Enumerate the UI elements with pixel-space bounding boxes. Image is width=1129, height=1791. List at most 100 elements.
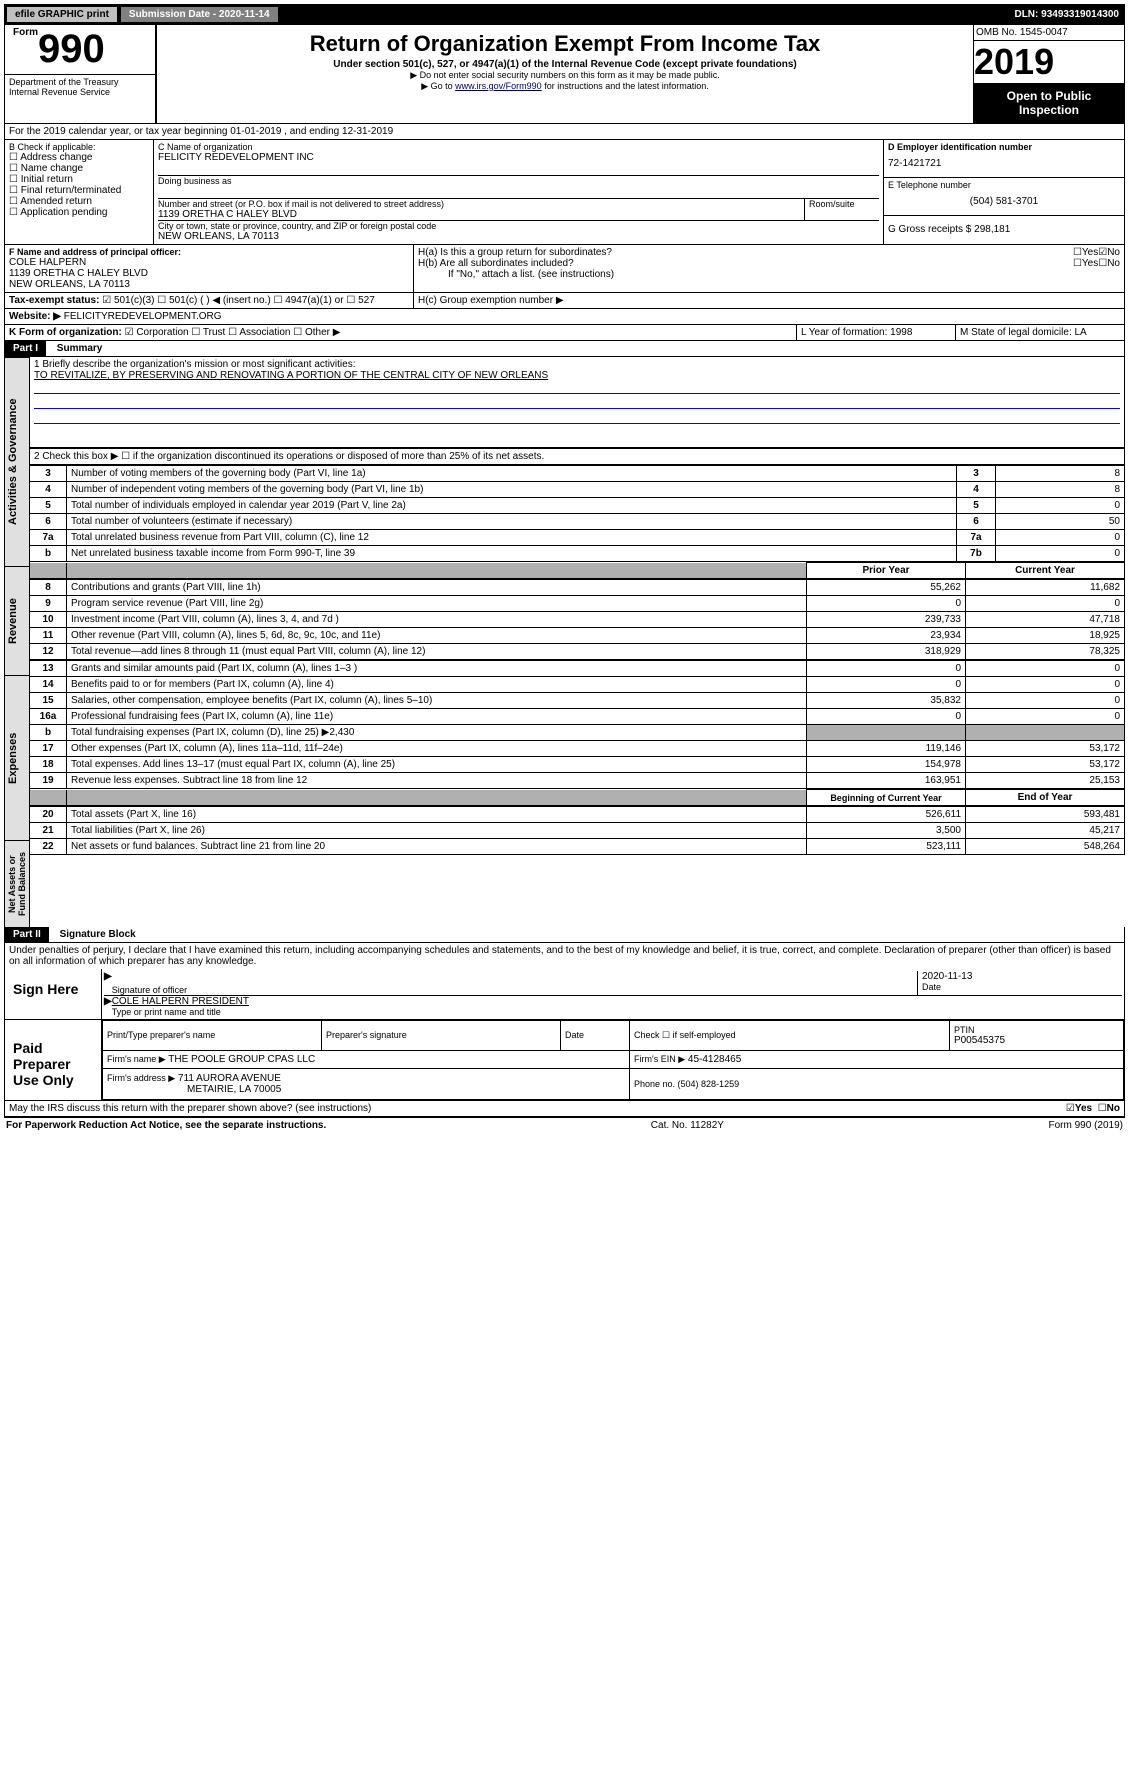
line1: 1 Briefly describe the organization's mi… bbox=[30, 357, 1125, 448]
dln: DLN: 93493319014300 bbox=[1014, 9, 1123, 20]
firm-phone: Phone no. (504) 828-1259 bbox=[630, 1069, 1124, 1100]
preparer-table: Print/Type preparer's name Preparer's si… bbox=[102, 1020, 1124, 1100]
section-ih: Tax-exempt status: ☑ 501(c)(3) ☐ 501(c) … bbox=[4, 293, 1125, 309]
i-o1: 501(c)(3) bbox=[114, 295, 155, 306]
b-opt-3-lbl: Final return/terminated bbox=[21, 185, 122, 196]
i-501c3[interactable]: ☑ 501(c)(3) bbox=[102, 295, 154, 306]
section-k: K Form of organization: ☑ Corporation ☐ … bbox=[5, 325, 797, 340]
k-lbl: K Form of organization: bbox=[9, 327, 122, 338]
yes-lbl: Yes bbox=[1082, 247, 1098, 258]
date-lbl: Date bbox=[922, 982, 1122, 992]
discuss-yes[interactable]: ☑Yes bbox=[1066, 1103, 1092, 1114]
arrow-icon2: ▶ bbox=[104, 996, 112, 1017]
b-opt-5[interactable]: ☐ Application pending bbox=[9, 207, 149, 218]
part2-hdr-row: Part II Signature Block bbox=[4, 927, 1125, 943]
part1-hdr: Part I bbox=[5, 341, 46, 356]
firm-ein-lbl: Firm's EIN ▶ bbox=[634, 1054, 685, 1064]
subtitle2: ▶ Do not enter social security numbers o… bbox=[161, 70, 969, 81]
l-year: L Year of formation: 1998 bbox=[797, 325, 956, 340]
ha-no[interactable]: ☑No bbox=[1098, 247, 1120, 258]
hb-no[interactable]: ☐No bbox=[1098, 258, 1120, 269]
i-501c[interactable]: ☐ 501(c) ( ) ◀ (insert no.) bbox=[157, 295, 270, 306]
grey-span2 bbox=[67, 790, 807, 806]
ag-table: 2 Check this box ▶ ☐ if the organization… bbox=[30, 448, 1125, 465]
form-ref: Form 990 (2019) bbox=[1049, 1120, 1123, 1131]
b-opt-3[interactable]: ☐ Final return/terminated bbox=[9, 185, 149, 196]
grey-corner2 bbox=[30, 790, 67, 806]
i-o4: 527 bbox=[358, 295, 375, 306]
form-number: Form990 bbox=[5, 25, 155, 74]
open-public: Open to Public Inspection bbox=[974, 83, 1124, 123]
i-4947[interactable]: ☐ 4947(a)(1) or bbox=[273, 295, 343, 306]
hb-yes[interactable]: ☐Yes bbox=[1073, 258, 1098, 269]
form-link[interactable]: www.irs.gov/Form990 bbox=[455, 81, 542, 91]
rev-hdr: Prior YearCurrent Year bbox=[30, 562, 1125, 579]
side-rev: Revenue bbox=[4, 566, 30, 675]
k-other[interactable]: ☐ Other ▶ bbox=[293, 327, 340, 338]
no-lbl: No bbox=[1107, 247, 1120, 258]
prep-date-lbl: Date bbox=[565, 1030, 625, 1040]
ha-yes[interactable]: ☐Yes bbox=[1073, 247, 1098, 258]
form-header: Form990 Department of the Treasury Inter… bbox=[4, 25, 1125, 124]
i-527[interactable]: ☐ 527 bbox=[346, 295, 374, 306]
col-py: Prior Year bbox=[807, 563, 966, 579]
section-fh: F Name and address of principal officer:… bbox=[4, 245, 1125, 293]
ag-rows: 3Number of voting members of the governi… bbox=[30, 465, 1125, 562]
discuss-no[interactable]: ☐No bbox=[1098, 1103, 1120, 1114]
officer-lbl: Type or print name and title bbox=[112, 1007, 1122, 1017]
b-opt-0[interactable]: ☐ Address change bbox=[9, 152, 149, 163]
top-bar: efile GRAPHIC print Submission Date - 20… bbox=[4, 4, 1125, 25]
k-assoc[interactable]: ☐ Association bbox=[228, 327, 290, 338]
b-opt-4-lbl: Amended return bbox=[20, 196, 92, 207]
section-j: Website: ▶ FELICITYREDEVELOPMENT.ORG bbox=[4, 309, 1125, 325]
discuss-row: May the IRS discuss this return with the… bbox=[4, 1101, 1125, 1117]
paid-lbl: Paid Preparer Use Only bbox=[5, 1020, 102, 1100]
dba-val bbox=[158, 186, 879, 198]
no-lbl2: No bbox=[1107, 258, 1120, 269]
prep-name-lbl: Print/Type preparer's name bbox=[107, 1030, 317, 1040]
h-note: If "No," attach a list. (see instruction… bbox=[418, 269, 1120, 280]
subdate-btn[interactable]: Submission Date - 2020-11-14 bbox=[120, 6, 279, 23]
b-opt-4[interactable]: ☐ Amended return bbox=[9, 196, 149, 207]
firm-addr1: 711 AURORA AVENUE bbox=[178, 1073, 281, 1084]
firm-ein: 45-4128465 bbox=[688, 1054, 741, 1065]
title-block: Return of Organization Exempt From Incom… bbox=[156, 25, 974, 123]
b-header: B Check if applicable: bbox=[9, 142, 149, 152]
ul1 bbox=[34, 381, 1120, 394]
k-o3: Association bbox=[239, 327, 290, 338]
cat-no: Cat. No. 11282Y bbox=[651, 1120, 724, 1131]
pra-notice: For Paperwork Reduction Act Notice, see … bbox=[6, 1120, 326, 1131]
k-corp[interactable]: ☑ Corporation bbox=[125, 327, 189, 338]
ptin-lbl: PTIN bbox=[954, 1025, 1119, 1035]
sub3-post: for instructions and the latest informat… bbox=[542, 81, 709, 91]
section-bcdefg: B Check if applicable: ☐ Address change … bbox=[4, 140, 1125, 245]
l1-lbl: 1 Briefly describe the organization's mi… bbox=[34, 359, 1120, 370]
i-o2: 501(c) ( ) ◀ (insert no.) bbox=[169, 295, 271, 306]
dn: No bbox=[1107, 1103, 1120, 1114]
k-trust[interactable]: ☐ Trust bbox=[191, 327, 225, 338]
prep-sig-lbl: Preparer's signature bbox=[326, 1030, 556, 1040]
sig-officer-lbl: Signature of officer bbox=[112, 985, 917, 995]
footer: For Paperwork Reduction Act Notice, see … bbox=[4, 1117, 1125, 1133]
form-title: Return of Organization Exempt From Incom… bbox=[161, 31, 969, 57]
c-name-lbl: C Name of organization bbox=[158, 142, 879, 152]
ein: 72-1421721 bbox=[888, 152, 1120, 175]
b-opt-2-lbl: Initial return bbox=[21, 174, 73, 185]
officer-addr2: NEW ORLEANS, LA 70113 bbox=[9, 279, 409, 290]
part2-title: Signature Block bbox=[52, 927, 144, 942]
hc-lbl: H(c) Group exemption number ▶ bbox=[414, 293, 1124, 308]
b-opt-2[interactable]: ☐ Initial return bbox=[9, 174, 149, 185]
grey-corner bbox=[30, 563, 67, 579]
form-prefix: Form bbox=[13, 27, 38, 38]
website[interactable]: FELICITYREDEVELOPMENT.ORG bbox=[64, 311, 222, 322]
efile-btn[interactable]: efile GRAPHIC print bbox=[6, 6, 118, 23]
check-self[interactable]: Check ☐ if self-employed bbox=[630, 1021, 950, 1051]
grey-span bbox=[67, 563, 807, 579]
firm-name: THE POOLE GROUP CPAS LLC bbox=[168, 1054, 315, 1065]
section-a: For the 2019 calendar year, or tax year … bbox=[4, 124, 1125, 140]
part2-hdr: Part II bbox=[5, 927, 49, 942]
org-city: NEW ORLEANS, LA 70113 bbox=[158, 231, 879, 242]
section-klm: K Form of organization: ☑ Corporation ☐ … bbox=[4, 325, 1125, 341]
room-lbl: Room/suite bbox=[804, 199, 879, 220]
b-opt-1[interactable]: ☐ Name change bbox=[9, 163, 149, 174]
